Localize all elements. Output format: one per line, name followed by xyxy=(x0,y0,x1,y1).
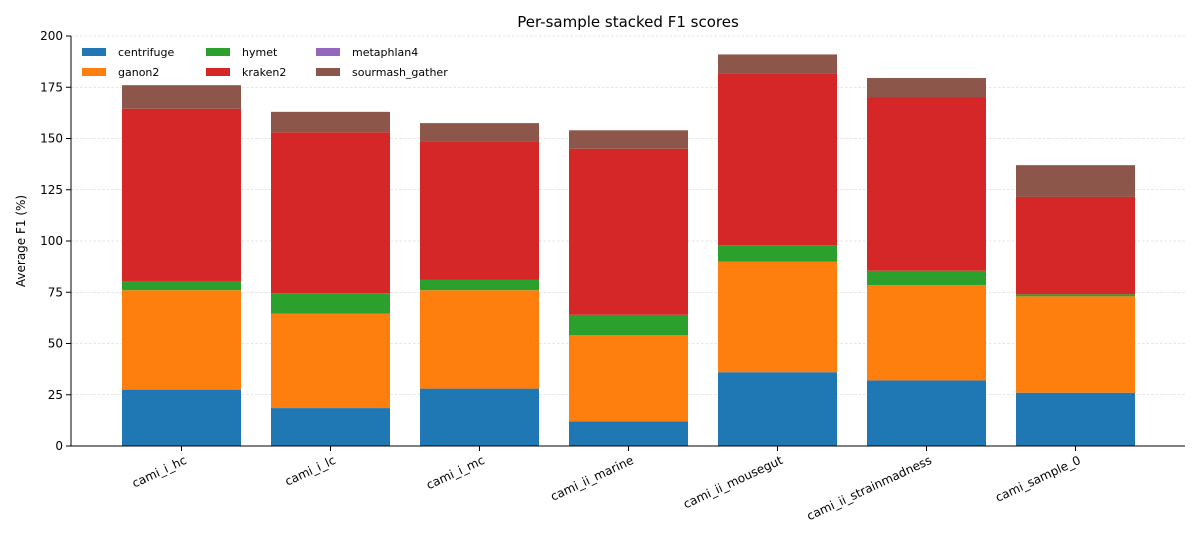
bar-segment-centrifuge xyxy=(1016,392,1135,446)
bar-segment-hymet xyxy=(867,270,986,286)
x-ticks: cami_i_hc cami_i_lc cami_i_mc cami_ii_marin… xyxy=(130,446,1083,523)
legend-label-ganon2: ganon2 xyxy=(118,66,159,79)
legend-swatch-centrifuge xyxy=(82,48,106,56)
bar-segment-ganon2 xyxy=(867,285,986,381)
bar-segment-ganon2 xyxy=(420,290,539,389)
bar-segment-centrifuge xyxy=(122,389,241,446)
legend-label-hymet: hymet xyxy=(242,46,278,59)
bar-segment-ganon2 xyxy=(1016,296,1135,393)
x-tick-label: cami_i_mc xyxy=(424,453,487,492)
bar-segment-kraken2 xyxy=(271,132,390,294)
bar-segment-centrifuge xyxy=(420,388,539,446)
bar-segment-sourmash_gather xyxy=(420,123,539,142)
legend-label-centrifuge: centrifuge xyxy=(118,46,175,59)
x-tick-label: cami_ii_mousegut xyxy=(681,453,785,511)
legend-label-kraken2: kraken2 xyxy=(242,66,286,79)
y-axis-label: Average F1 (%) xyxy=(14,195,28,287)
y-ticks: 0 25 50 75 100 125 150 175 200 xyxy=(40,29,71,453)
bar-segment-ganon2 xyxy=(122,290,241,390)
bar-segment-sourmash_gather xyxy=(271,111,390,133)
y-tick-label: 75 xyxy=(48,285,63,299)
legend-label-metaphlan4: metaphlan4 xyxy=(352,46,418,59)
bar-segment-centrifuge xyxy=(867,380,986,446)
y-tick-label: 125 xyxy=(40,183,63,197)
legend-swatch-kraken2 xyxy=(206,68,230,76)
y-tick-label: 150 xyxy=(40,132,63,146)
bar-segment-ganon2 xyxy=(569,335,688,422)
chart-title: Per-sample stacked F1 scores xyxy=(517,13,739,31)
bar-segment-hymet xyxy=(420,279,539,291)
x-tick-label: cami_sample_0 xyxy=(993,453,1083,505)
bar-segment-kraken2 xyxy=(569,148,688,315)
y-tick-label: 200 xyxy=(40,29,63,43)
y-tick-label: 175 xyxy=(40,80,63,94)
bar-segment-sourmash_gather xyxy=(122,85,241,109)
bar-segment-kraken2 xyxy=(1016,196,1135,295)
bar-segment-hymet xyxy=(1016,294,1135,297)
bar-segment-hymet xyxy=(718,245,837,262)
bar-segment-hymet xyxy=(122,280,241,291)
legend-label-sourmash_gather: sourmash_gather xyxy=(352,66,448,79)
legend-swatch-ganon2 xyxy=(82,68,106,76)
y-tick-label: 100 xyxy=(40,234,63,248)
bar-segment-hymet xyxy=(271,293,390,314)
y-tick-label: 0 xyxy=(55,439,63,453)
bar-segment-centrifuge xyxy=(569,421,688,446)
legend-swatch-metaphlan4 xyxy=(316,48,340,56)
bar-segment-centrifuge xyxy=(718,372,837,446)
grid-lines xyxy=(71,35,1185,447)
bar-segment-kraken2 xyxy=(420,141,539,280)
legend-swatch-sourmash_gather xyxy=(316,68,340,76)
bar-segment-kraken2 xyxy=(867,97,986,271)
x-tick-label: cami_i_lc xyxy=(283,453,338,489)
y-tick-label: 50 xyxy=(48,337,63,351)
bar-segment-sourmash_gather xyxy=(718,54,837,74)
bar-segment-sourmash_gather xyxy=(867,78,986,98)
y-tick-label: 25 xyxy=(48,388,63,402)
bars xyxy=(122,54,1135,446)
bar-segment-sourmash_gather xyxy=(1016,165,1135,197)
bar-segment-kraken2 xyxy=(122,108,241,281)
x-tick-label: cami_ii_strainmadness xyxy=(805,453,934,523)
bar-segment-kraken2 xyxy=(718,73,837,246)
bar-segment-ganon2 xyxy=(718,261,837,373)
bar-segment-hymet xyxy=(569,314,688,336)
x-tick-label: cami_i_hc xyxy=(130,453,189,490)
legend: centrifuge ganon2 hymet kraken2 metaphlan4 so… xyxy=(82,46,448,79)
bar-segment-centrifuge xyxy=(271,408,390,446)
bar-segment-sourmash_gather xyxy=(569,130,688,149)
bar-segment-ganon2 xyxy=(271,313,390,409)
legend-swatch-hymet xyxy=(206,48,230,56)
x-tick-label: cami_ii_marine xyxy=(548,453,635,504)
